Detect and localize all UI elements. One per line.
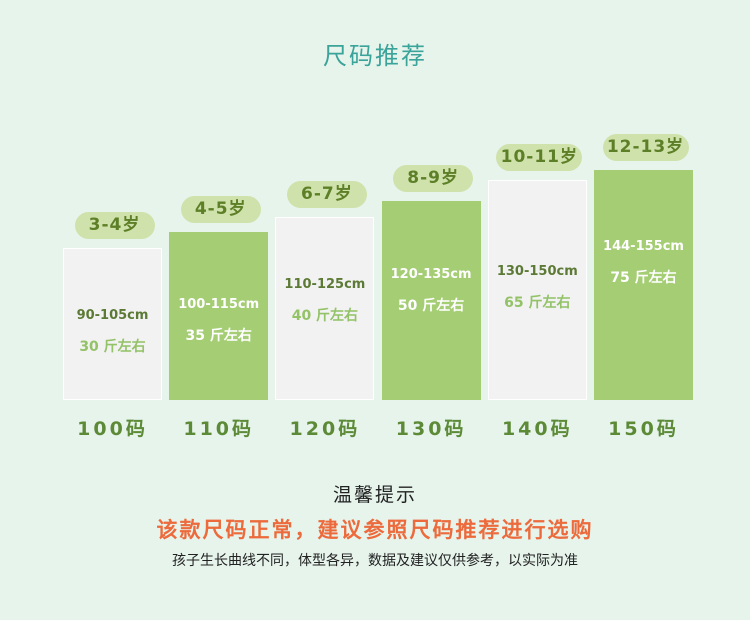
size-category-label: 150码 bbox=[608, 418, 679, 440]
tips-sub-text: 孩子生长曲线不同，体型各异，数据及建议仅供参考，以实际为准 bbox=[172, 553, 578, 569]
size-category-label: 100码 bbox=[77, 418, 148, 440]
height-range-label: 120-135cm bbox=[390, 266, 472, 282]
size-bar bbox=[63, 248, 162, 400]
height-range-label: 144-155cm bbox=[603, 239, 684, 254]
age-pill: 3-4岁 bbox=[74, 212, 155, 239]
weight-label: 50 斤左右 bbox=[397, 297, 465, 314]
tips-main-text: 该款尺码正常，建议参照尺码推荐进行选购 bbox=[156, 518, 594, 542]
height-range-label: 130-150cm bbox=[496, 263, 578, 279]
size-bar bbox=[381, 201, 481, 400]
age-pill: 8-9岁 bbox=[393, 165, 474, 192]
size-category-label: 140码 bbox=[501, 418, 573, 440]
height-range-label: 100-115cm bbox=[178, 297, 260, 313]
size-bar bbox=[487, 180, 587, 400]
size-bar bbox=[594, 170, 693, 400]
height-range-label: 90-105cm bbox=[76, 308, 149, 324]
age-pill: 4-5岁 bbox=[180, 196, 261, 223]
size-category-label: 120码 bbox=[289, 418, 361, 440]
age-pill: 6-7岁 bbox=[286, 181, 367, 208]
weight-label: 40 斤左右 bbox=[291, 308, 359, 325]
tips-title: 温馨提示 bbox=[332, 484, 417, 506]
weight-label: 35 斤左右 bbox=[185, 328, 252, 345]
size-bar bbox=[275, 217, 375, 400]
height-range-label: 110-125cm bbox=[284, 277, 366, 293]
page-title: 尺码推荐 bbox=[323, 42, 427, 70]
weight-label: 30 斤左右 bbox=[79, 339, 146, 356]
age-pill: 12-13岁 bbox=[602, 134, 689, 161]
weight-label: 75 斤左右 bbox=[610, 270, 677, 286]
size-chart: 3-4岁 90-105cm 30 斤左右 100码 4-5岁 100-115cm 35 斤左… bbox=[63, 134, 693, 440]
size-bar bbox=[169, 232, 269, 400]
size-category-label: 130码 bbox=[395, 418, 467, 440]
weight-label: 65 斤左右 bbox=[504, 294, 571, 311]
age-pill: 10-11岁 bbox=[496, 144, 583, 171]
size-category-label: 110码 bbox=[183, 418, 255, 440]
